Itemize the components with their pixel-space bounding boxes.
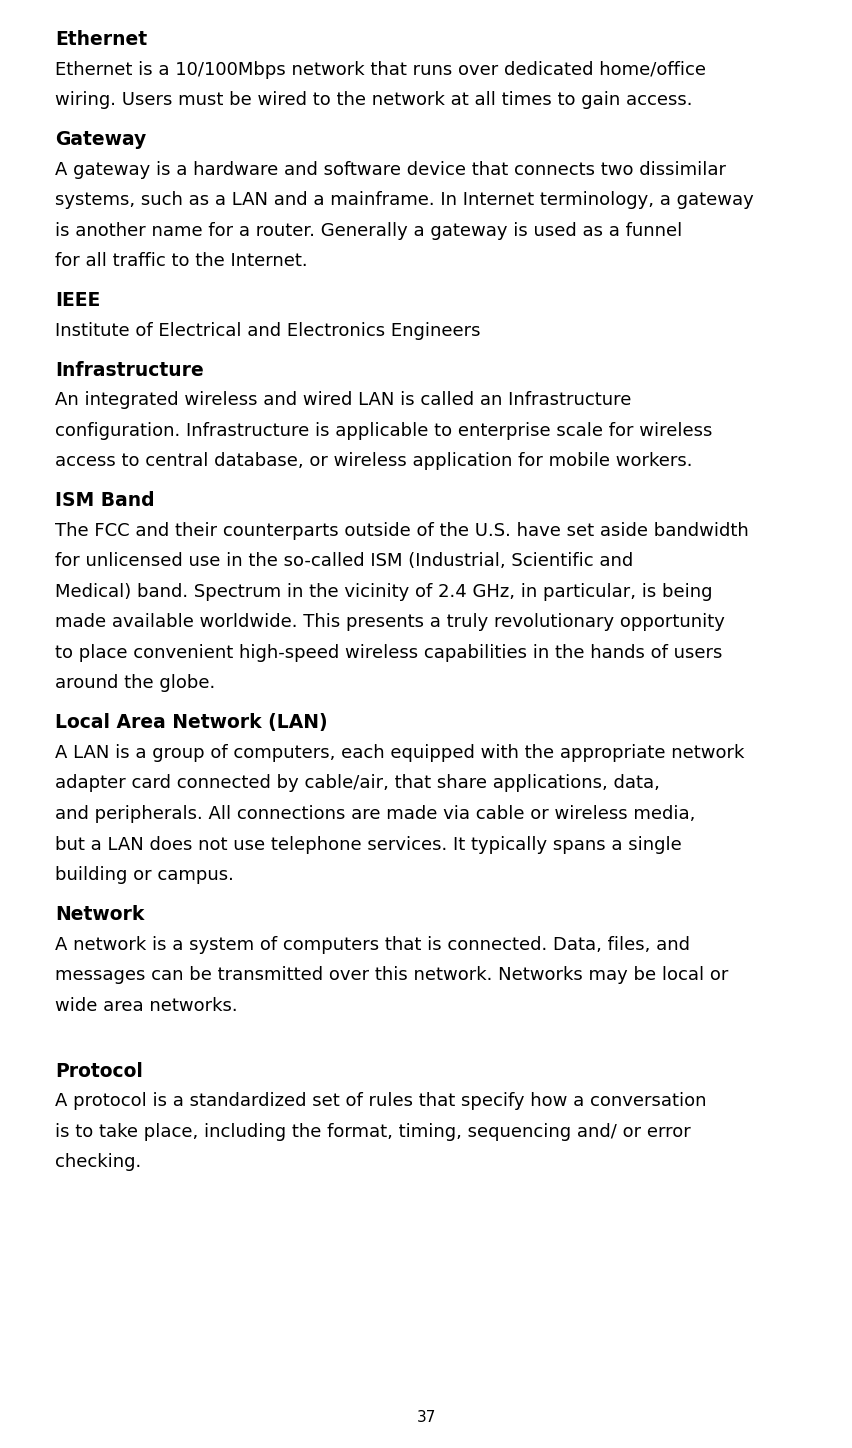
Text: to place convenient high-speed wireless capabilities in the hands of users: to place convenient high-speed wireless … xyxy=(55,644,722,662)
Text: ISM Band: ISM Band xyxy=(55,491,154,510)
Text: A LAN is a group of computers, each equipped with the appropriate network: A LAN is a group of computers, each equi… xyxy=(55,744,744,762)
Text: The FCC and their counterparts outside of the U.S. have set aside bandwidth: The FCC and their counterparts outside o… xyxy=(55,521,748,540)
Text: A gateway is a hardware and software device that connects two dissimilar: A gateway is a hardware and software dev… xyxy=(55,161,725,178)
Text: is another name for a router. Generally a gateway is used as a funnel: is another name for a router. Generally … xyxy=(55,222,682,240)
Text: Institute of Electrical and Electronics Engineers: Institute of Electrical and Electronics … xyxy=(55,321,480,340)
Text: is to take place, including the format, timing, sequencing and/ or error: is to take place, including the format, … xyxy=(55,1122,690,1141)
Text: for all traffic to the Internet.: for all traffic to the Internet. xyxy=(55,252,308,271)
Text: messages can be transmitted over this network. Networks may be local or: messages can be transmitted over this ne… xyxy=(55,966,728,985)
Text: A protocol is a standardized set of rules that specify how a conversation: A protocol is a standardized set of rule… xyxy=(55,1092,705,1111)
Text: access to central database, or wireless application for mobile workers.: access to central database, or wireless … xyxy=(55,452,692,471)
Text: IEEE: IEEE xyxy=(55,291,101,310)
Text: around the globe.: around the globe. xyxy=(55,675,215,692)
Text: configuration. Infrastructure is applicable to enterprise scale for wireless: configuration. Infrastructure is applica… xyxy=(55,421,711,440)
Text: Local Area Network (LAN): Local Area Network (LAN) xyxy=(55,714,327,733)
Text: and peripherals. All connections are made via cable or wireless media,: and peripherals. All connections are mad… xyxy=(55,805,694,822)
Text: adapter card connected by cable/air, that share applications, data,: adapter card connected by cable/air, tha… xyxy=(55,775,659,792)
Text: Medical) band. Spectrum in the vicinity of 2.4 GHz, in particular, is being: Medical) band. Spectrum in the vicinity … xyxy=(55,582,711,601)
Text: Gateway: Gateway xyxy=(55,130,146,149)
Text: Network: Network xyxy=(55,905,144,924)
Text: checking.: checking. xyxy=(55,1153,141,1171)
Text: Ethernet is a 10/100Mbps network that runs over dedicated home/office: Ethernet is a 10/100Mbps network that ru… xyxy=(55,61,705,78)
Text: wiring. Users must be wired to the network at all times to gain access.: wiring. Users must be wired to the netwo… xyxy=(55,91,692,109)
Text: Ethernet: Ethernet xyxy=(55,30,147,49)
Text: but a LAN does not use telephone services. It typically spans a single: but a LAN does not use telephone service… xyxy=(55,835,681,853)
Text: systems, such as a LAN and a mainframe. In Internet terminology, a gateway: systems, such as a LAN and a mainframe. … xyxy=(55,191,753,209)
Text: Protocol: Protocol xyxy=(55,1061,142,1080)
Text: A network is a system of computers that is connected. Data, files, and: A network is a system of computers that … xyxy=(55,935,689,954)
Text: building or campus.: building or campus. xyxy=(55,866,233,885)
Text: made available worldwide. This presents a truly revolutionary opportunity: made available worldwide. This presents … xyxy=(55,614,724,631)
Text: 37: 37 xyxy=(417,1410,435,1425)
Text: An integrated wireless and wired LAN is called an Infrastructure: An integrated wireless and wired LAN is … xyxy=(55,391,630,410)
Text: wide area networks.: wide area networks. xyxy=(55,996,238,1015)
Text: for unlicensed use in the so-called ISM (Industrial, Scientific and: for unlicensed use in the so-called ISM … xyxy=(55,552,632,571)
Text: Infrastructure: Infrastructure xyxy=(55,361,204,379)
